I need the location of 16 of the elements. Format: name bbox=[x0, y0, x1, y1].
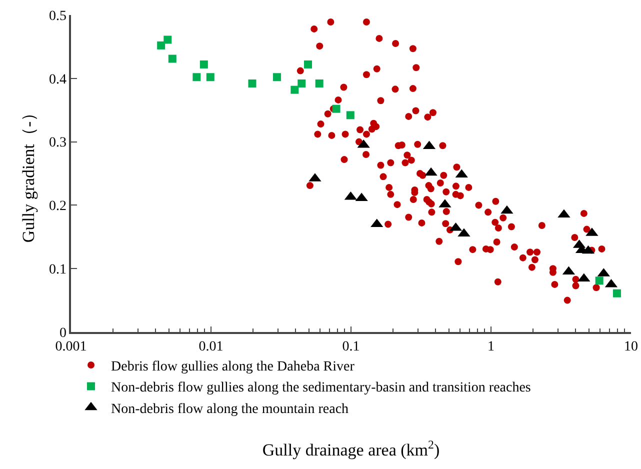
y-tick-label: 0.1 bbox=[48, 262, 66, 278]
y-tick-label: 0 bbox=[59, 326, 66, 341]
x-tick-label: 0.1 bbox=[342, 340, 360, 355]
x-axis-title: Gully drainage area (km$^{2}$) bbox=[262, 437, 440, 460]
legend-label: Debris flow gullies along the Daheba River bbox=[111, 359, 355, 374]
y-tick-label: 0.4 bbox=[48, 72, 66, 88]
y-tick-label: 0.3 bbox=[48, 136, 66, 151]
legend-label: Non-debris flow gullies along the sedimentary-basin and transition reaches bbox=[111, 380, 531, 396]
x-tick-label: 0.001 bbox=[55, 340, 87, 355]
x-tick-label: 1 bbox=[488, 340, 494, 355]
x-tick-label: 0.01 bbox=[198, 340, 224, 355]
y-tick-label: 0.5 bbox=[48, 8, 66, 24]
x-tick-label: 10 bbox=[624, 340, 638, 355]
y-axis-title: Gully gradient（-） bbox=[19, 104, 38, 243]
legend-label: Non-debris flow along the mountain reach bbox=[111, 402, 349, 417]
y-tick-label: 0.2 bbox=[48, 199, 66, 214]
